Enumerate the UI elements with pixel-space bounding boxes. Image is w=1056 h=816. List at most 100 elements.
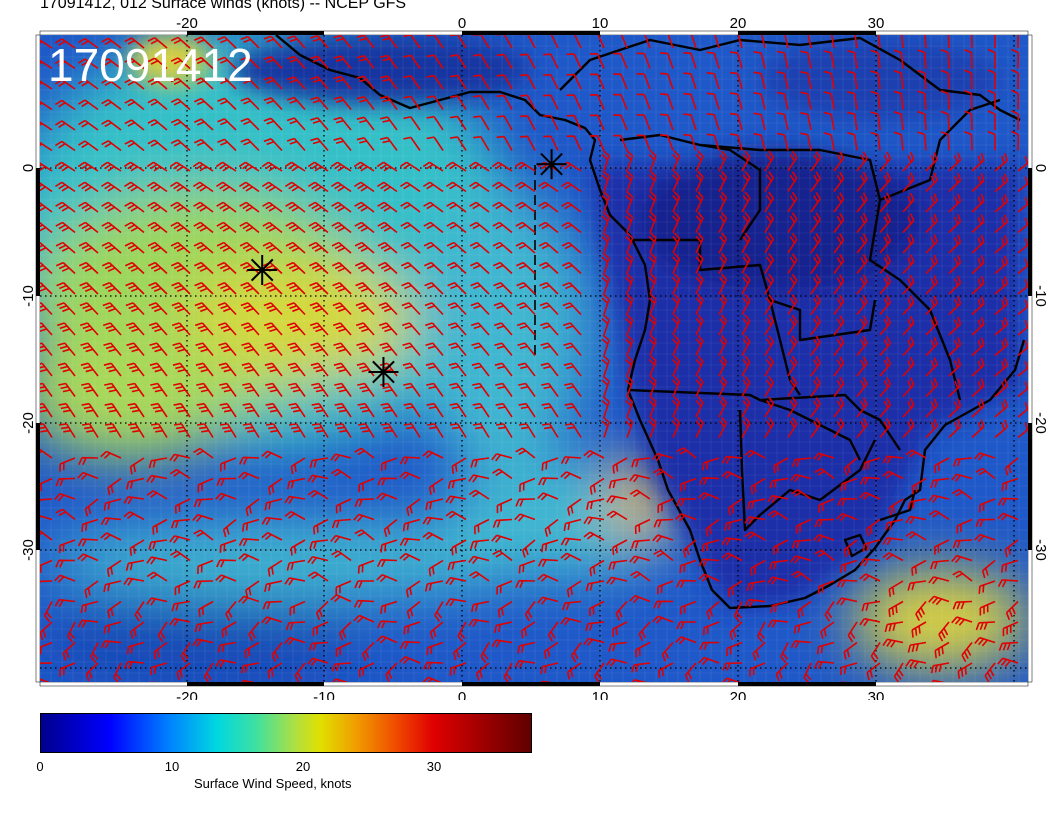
wind-barb	[519, 74, 536, 90]
wind-barb	[403, 423, 421, 438]
wind-barb	[331, 518, 352, 529]
wind-barb	[925, 316, 938, 336]
wind-barb	[836, 597, 858, 606]
wind-barb	[547, 621, 559, 642]
wind-barb	[514, 659, 536, 669]
wind-barb	[971, 419, 985, 439]
wind-barb	[964, 69, 973, 90]
wind-barb	[267, 559, 283, 577]
wind-barb	[40, 241, 53, 254]
wind-barb	[238, 161, 260, 172]
wind-barb	[262, 221, 283, 234]
wind-barb	[376, 559, 398, 568]
wind-barb	[978, 580, 996, 594]
wind-barb	[78, 58, 99, 70]
wind-barb	[377, 241, 398, 254]
wind-barb	[307, 489, 329, 500]
wind-barb	[217, 322, 237, 336]
wind-barb	[698, 656, 720, 665]
wind-barb	[494, 362, 513, 377]
wind-barb	[753, 132, 766, 151]
wind-barb	[561, 241, 582, 254]
wind-barb	[193, 36, 214, 49]
wind-barb	[100, 450, 122, 459]
wind-barb	[193, 77, 214, 90]
wind-barb	[309, 457, 329, 469]
wind-barb	[40, 141, 53, 152]
wind-barb	[971, 234, 985, 254]
wind-barb	[1017, 276, 1028, 295]
wind-barb	[753, 50, 766, 69]
wind-barb	[870, 642, 881, 663]
wind-barb	[608, 641, 628, 652]
wind-barb	[764, 232, 774, 254]
wind-barb	[541, 402, 559, 418]
wind-barb	[469, 221, 490, 234]
wind-barb	[951, 554, 973, 564]
wind-barb	[672, 150, 681, 172]
wind-barb	[847, 621, 858, 643]
wind-barb	[974, 636, 996, 647]
wind-barb	[239, 241, 260, 254]
wind-barb	[55, 559, 76, 568]
wind-barb	[672, 375, 681, 397]
wind-barb	[330, 534, 352, 544]
wind-barb	[54, 99, 76, 111]
wind-barb	[124, 201, 145, 213]
wind-barb	[1017, 399, 1028, 418]
wind-barb	[170, 550, 191, 562]
wind-barb	[40, 514, 53, 523]
wind-barb	[676, 447, 697, 459]
wind-barb	[472, 423, 490, 438]
wind-barb	[101, 261, 122, 275]
wind-barb	[400, 221, 421, 234]
wind-barb	[383, 518, 398, 538]
wind-barb	[695, 375, 704, 397]
wind-barb	[879, 213, 892, 234]
wind-barb	[562, 282, 582, 295]
wind-barb	[358, 662, 375, 678]
wind-barb	[446, 241, 467, 254]
wind-barb	[494, 342, 513, 357]
wind-barb	[588, 600, 605, 617]
wind-barb	[357, 382, 375, 397]
wind-barb	[902, 274, 915, 295]
wind-barb	[287, 342, 306, 357]
wind-barb	[285, 221, 306, 234]
wind-barb	[127, 402, 145, 418]
wind-barb	[379, 75, 398, 90]
wind-barb	[538, 221, 559, 234]
wind-barb	[495, 423, 513, 438]
wind-barb	[775, 662, 789, 682]
wind-barb	[56, 322, 76, 336]
wind-barb	[241, 518, 260, 532]
wind-barb	[399, 537, 421, 547]
wind-barb	[721, 470, 743, 480]
wind-barb	[810, 417, 821, 438]
wind-barb	[448, 362, 467, 377]
wind-barb	[288, 423, 306, 438]
wind-barb	[353, 161, 375, 172]
wind-barb	[613, 134, 628, 151]
wind-barb	[795, 518, 812, 534]
wind-barb	[196, 402, 214, 418]
wind-barb	[172, 362, 191, 377]
wind-barb	[376, 492, 398, 501]
wind-barb	[800, 111, 812, 131]
wind-barb	[426, 74, 444, 90]
wind-barb	[192, 181, 214, 193]
wind-barb	[902, 356, 915, 377]
wind-barb	[859, 491, 881, 500]
wind-barb	[567, 498, 582, 516]
lat-label: -10	[1032, 285, 1049, 307]
wind-barb	[905, 659, 927, 669]
wind-barb	[54, 181, 76, 193]
wind-barb	[516, 302, 536, 316]
wind-barb	[310, 362, 329, 377]
wind-barb	[332, 282, 352, 295]
wind-barb	[638, 621, 651, 642]
wind-barb	[810, 376, 821, 397]
wind-barb	[856, 192, 868, 213]
lat-label: -20	[20, 412, 37, 434]
wind-barb	[378, 302, 398, 316]
